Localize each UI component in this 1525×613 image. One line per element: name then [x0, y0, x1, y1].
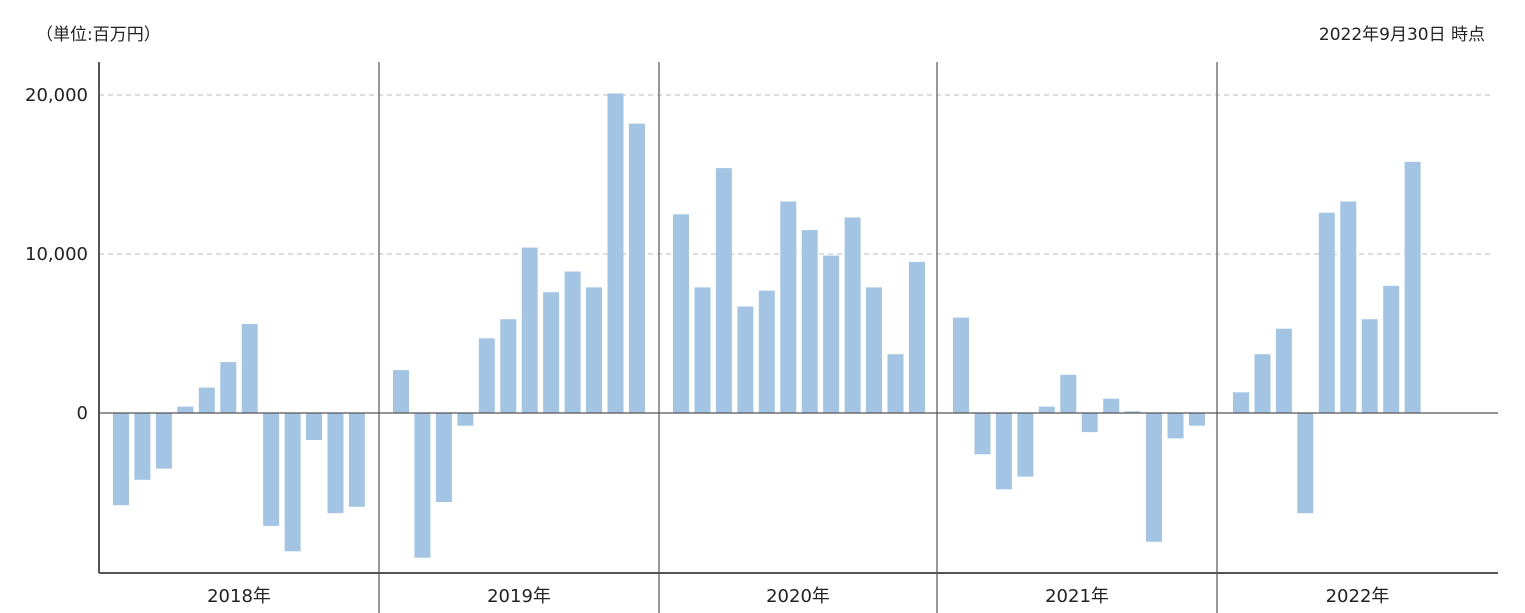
y-tick-label: 0 — [77, 403, 88, 424]
bar — [241, 324, 258, 413]
bar — [306, 413, 322, 440]
bar — [393, 370, 409, 413]
bar — [457, 413, 474, 426]
bar — [220, 362, 237, 413]
bar — [1124, 411, 1141, 413]
axes — [98, 62, 1498, 574]
bar — [1254, 354, 1271, 413]
bar — [953, 317, 969, 413]
bar — [177, 406, 194, 413]
bars — [113, 93, 1421, 558]
y-tick-labels: 0 10,000 20,000 — [25, 85, 88, 424]
bar — [263, 413, 280, 526]
bar — [1060, 374, 1077, 413]
x-tick-label: 2020年 — [766, 586, 830, 607]
bar — [607, 93, 624, 414]
bar — [478, 338, 495, 413]
bar — [758, 290, 775, 413]
bar — [284, 413, 301, 552]
bar — [1146, 413, 1162, 542]
bar — [1189, 413, 1205, 426]
bar — [414, 413, 431, 558]
y-tick-label: 10,000 — [25, 244, 88, 265]
bar — [629, 123, 645, 413]
bar — [1297, 413, 1314, 514]
x-tick-labels: 2018年 2019年 2020年 2021年 2022年 — [207, 586, 1389, 607]
bar — [521, 247, 538, 413]
y-tick-label: 20,000 — [25, 85, 88, 106]
x-tick-label: 2018年 — [207, 586, 271, 607]
bar — [543, 292, 560, 413]
bar — [500, 319, 517, 413]
bar — [844, 217, 861, 413]
bar — [1404, 161, 1421, 413]
bar — [715, 168, 732, 413]
bar — [909, 261, 925, 413]
bar — [113, 413, 129, 506]
bar — [995, 413, 1012, 490]
bar — [1038, 406, 1055, 413]
bar — [801, 230, 818, 413]
bar — [134, 413, 151, 480]
bar — [1383, 285, 1400, 413]
bar — [694, 287, 711, 413]
bar — [586, 287, 602, 413]
bar — [1081, 413, 1098, 433]
bar — [348, 413, 365, 507]
x-tick-label: 2021年 — [1045, 586, 1109, 607]
as-of-date-label: 2022年9月30日 時点 — [1318, 25, 1485, 45]
x-tick-label: 2022年 — [1326, 586, 1390, 607]
bar — [1275, 328, 1292, 413]
year-dividers — [378, 62, 1218, 613]
bar — [155, 413, 172, 469]
bar — [673, 214, 689, 414]
bar — [1340, 201, 1357, 413]
bar — [1233, 392, 1249, 413]
bar — [780, 201, 797, 413]
bar — [866, 287, 882, 413]
bar — [1103, 398, 1120, 413]
bar — [564, 271, 581, 413]
unit-label: （単位:百万円） — [36, 25, 161, 45]
bar — [1318, 212, 1335, 413]
bar — [737, 306, 754, 413]
bar — [198, 387, 215, 413]
bar — [1017, 413, 1034, 477]
x-tick-label: 2019年 — [487, 586, 551, 607]
bar — [823, 255, 840, 413]
bar — [887, 354, 904, 413]
bar — [1167, 413, 1184, 439]
bar — [327, 413, 344, 514]
bar — [974, 413, 991, 455]
bar — [1361, 319, 1378, 413]
bar — [435, 413, 452, 502]
